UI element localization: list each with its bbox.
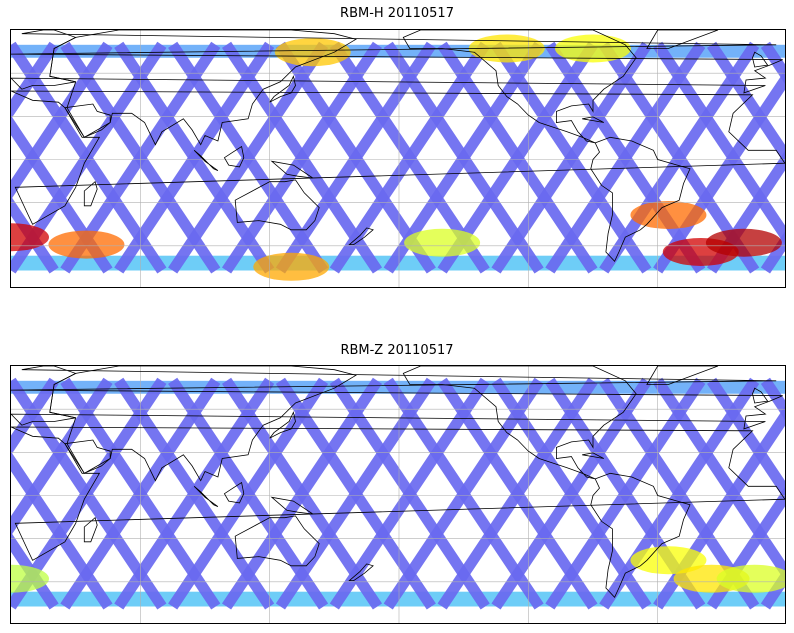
hotspot-3	[716, 564, 785, 593]
swath-descending	[11, 451, 113, 610]
coastline-asia	[49, 366, 357, 482]
coastline-cuba	[582, 116, 604, 123]
coastline-namerica	[402, 366, 637, 480]
coastline-sumatra	[193, 149, 219, 171]
coastline-sumatra	[193, 485, 219, 507]
swath-descending	[275, 377, 436, 610]
hotspot-9	[404, 228, 481, 257]
coastline-europe	[11, 30, 783, 94]
map-canvas-rbm-z	[11, 366, 785, 623]
swath-descending	[221, 41, 383, 274]
swath-descending	[114, 377, 275, 610]
panel-title-rbm-h: RBM-H 20110517	[340, 6, 454, 21]
coastline-japan	[269, 75, 296, 103]
coastline-arabia	[64, 103, 111, 138]
coastline-borneo	[223, 145, 245, 168]
coastline-madagascar	[83, 516, 98, 543]
coastline-nz	[348, 563, 374, 582]
swath-descending	[11, 377, 167, 610]
hotspot-1	[48, 230, 125, 259]
coastline-britain	[752, 51, 769, 68]
panel-title-rbm-z: RBM-Z 20110517	[340, 343, 454, 358]
satellite-swaths	[11, 41, 785, 274]
swath-descending	[11, 41, 167, 274]
coastline-cuba	[582, 452, 604, 459]
swath-descending	[491, 41, 652, 274]
swath-descending	[168, 377, 329, 610]
coastlines	[11, 30, 785, 263]
swath-descending	[545, 41, 706, 274]
swath-descending	[329, 377, 490, 610]
coastline-asia	[49, 30, 357, 146]
coastline-europe	[11, 366, 783, 430]
coastlines	[11, 366, 785, 599]
coastline-namerica	[402, 30, 637, 144]
coastline-samerica	[590, 472, 691, 599]
swath-ascending	[11, 377, 59, 456]
map-canvas-rbm-h	[11, 30, 785, 287]
coastline-greenland	[646, 30, 719, 49]
swath-descending	[491, 377, 652, 610]
swath-descending	[168, 41, 329, 274]
hotspot-8	[705, 228, 782, 257]
hotspot-0	[11, 564, 49, 593]
coastline-nz	[348, 227, 374, 246]
hotspot-0	[11, 223, 49, 252]
coastline-africa	[11, 426, 785, 561]
hotspot-3	[274, 38, 351, 67]
swath-descending	[275, 41, 436, 274]
coastline-newguinea	[270, 160, 314, 179]
coastline-japan	[269, 411, 296, 439]
swath-descending	[653, 377, 785, 582]
map-panel-rbm-z	[10, 365, 786, 624]
swath-descending	[706, 377, 785, 501]
coastline-australia	[234, 515, 320, 567]
hotspots	[11, 34, 782, 281]
coastline-borneo	[223, 481, 245, 504]
swath-descending	[221, 377, 383, 610]
swath-ascending	[11, 41, 59, 120]
hotspot-2	[253, 252, 330, 281]
coastline-africa	[11, 90, 785, 225]
coastline-britain	[752, 387, 769, 404]
map-panel-rbm-h	[10, 29, 786, 288]
coastline-madagascar	[83, 180, 98, 207]
coastline-samerica	[590, 136, 691, 263]
swath-descending	[653, 41, 785, 246]
coastline-arabia	[64, 439, 111, 474]
swath-descending	[114, 41, 275, 274]
coastline-greenland	[646, 366, 719, 385]
coastline-newguinea	[270, 496, 314, 515]
swath-descending	[706, 41, 785, 165]
hotspot-1	[630, 546, 707, 575]
hotspots	[11, 546, 785, 593]
coastline-australia	[234, 179, 320, 231]
